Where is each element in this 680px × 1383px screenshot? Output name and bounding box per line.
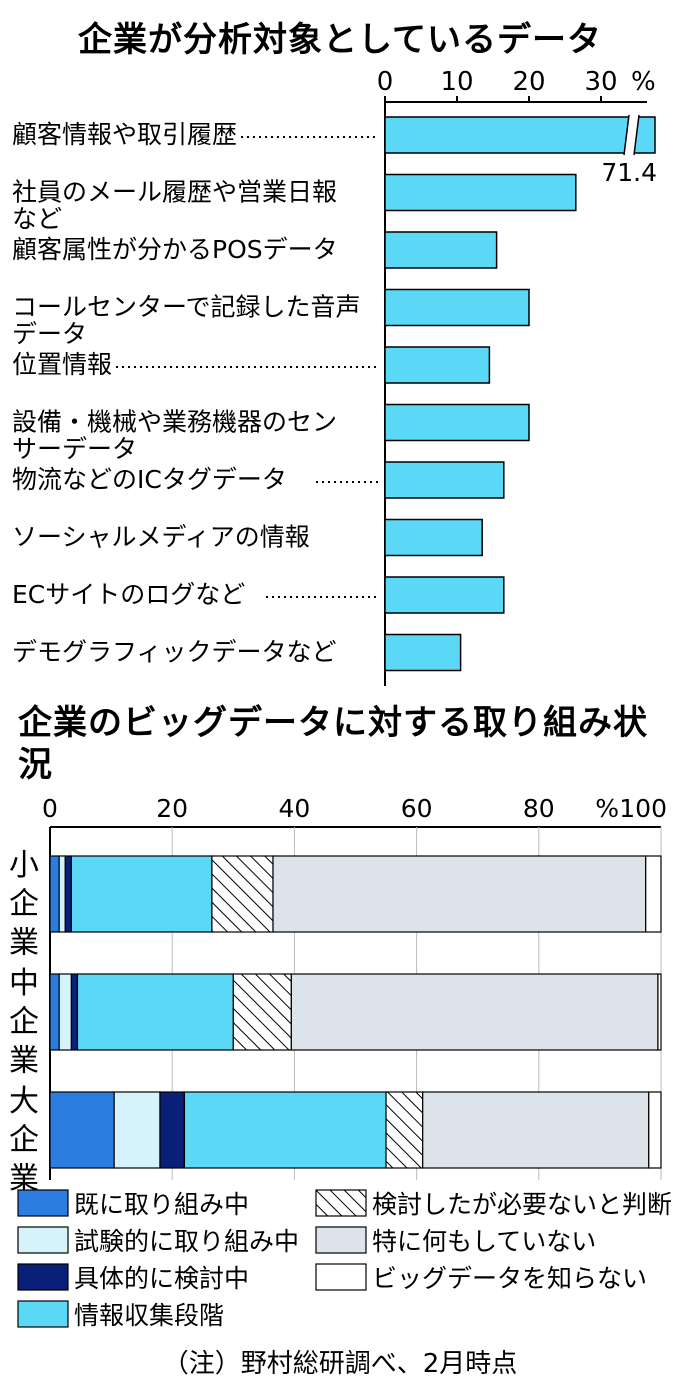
category-label: データ [12,320,87,349]
chart1-plot: 0 10 20 30 % 顧客情報や取引履歴 71.4 社員のメール履歴や営業日報など顧客属性… [12,67,657,686]
stacked-segment [49,1091,115,1169]
legend-swatch [315,1189,367,1217]
stacked-segment [58,855,66,933]
category-label: 物流などのICタグデータ [12,465,287,494]
x-tick-label: 20 [512,67,545,97]
x-tick-label: 30 [584,67,617,97]
category-label-char: 企 [9,887,39,922]
category-label: ECサイトのログなど [12,580,245,609]
category-label: コールセンターで記録した音声 [12,293,361,322]
x-tick-label: 40 [278,794,310,823]
legend-label: 具体的に検討中 [74,1264,249,1293]
legend-swatch [17,1263,69,1291]
x-tick-label: 0 [42,794,58,823]
bar [384,346,491,384]
stacked-segment [70,855,213,933]
category-label: デモグラフィックデータなど [12,638,337,667]
legend-label: ビッグデータを知らない [372,1264,647,1293]
stacked-segment [113,1091,161,1169]
source-note: （注）野村総研調べ、2月時点 [162,1349,518,1379]
stacked-segment [211,855,274,933]
x-unit-label: % [631,67,656,97]
category-label: など [12,205,62,234]
legend-swatch [17,1300,69,1328]
bar [384,173,577,212]
category-label-char: 大 [9,1084,39,1119]
category-label: サーデータ [12,435,137,464]
category-label-char: 業 [9,925,39,960]
bar [384,633,462,672]
stacked-segment [385,1091,424,1169]
category-label-char: 企 [9,1005,39,1040]
legend-swatch [315,1226,367,1254]
stacked-segment [49,855,60,933]
stacked-segment [76,973,234,1051]
category-label: 社員のメール履歴や営業日報 [12,178,337,207]
category-label-char: 中 [9,966,39,1001]
category-label-char: 小 [9,848,39,883]
chart2-title: 企業のビッグデータに対する取り組み状況 [18,703,648,785]
axis-break-line [633,114,640,156]
legend-swatch [315,1263,367,1291]
bar [384,231,498,269]
chart1-title: 企業が分析対象としているデータ [78,20,602,60]
stacked-segment [657,973,662,1051]
x-tick-label: 20 [156,794,188,823]
legend-label: 情報収集段階 [74,1301,224,1330]
category-label: ソーシャルメディアの情報 [12,523,310,552]
legend-swatch [17,1189,69,1217]
stacked-segment [290,973,659,1051]
x-tick-label: 10 [440,67,473,97]
stacked-segment [183,1091,387,1169]
legend-label: 試験的に取り組み中 [74,1227,299,1256]
category-label-char: 業 [9,1043,39,1078]
bar [384,518,483,557]
stacked-segment [272,855,647,933]
bar [384,576,505,614]
bar [384,403,530,442]
bar [384,116,656,154]
category-label: 設備・機械や業務機器のセン [12,408,337,437]
x-tick-label: 60 [401,794,433,823]
x-tick-label: 80 [523,794,555,823]
bar-value-label: 71.4 [601,158,657,187]
x-unit-label: % [595,794,619,823]
stacked-segment [645,855,662,933]
stacked-segment [58,973,72,1051]
legend-label: 特に何もしていない [372,1227,596,1256]
category-label: 顧客情報や取引履歴 [12,120,237,149]
stacked-segment [64,855,72,933]
stacked-segment [49,973,60,1051]
legend-label: 検討したが必要ないと判断 [372,1190,672,1219]
stacked-segment [422,1091,650,1169]
category-label: 位置情報 [12,350,112,379]
stacked-segment [232,973,292,1051]
stacked-segment [648,1091,662,1169]
x-tick-label: 100 [619,794,667,823]
bar [384,288,530,327]
category-label: 顧客属性が分かるPOSデータ [12,235,338,264]
stacked-segment [70,973,79,1051]
category-label-char: 企 [9,1123,39,1158]
legend-label: 既に取り組み中 [74,1190,249,1219]
x-tick-label: 0 [377,67,394,97]
stacked-segment [159,1091,186,1169]
bar [384,461,505,499]
legend-swatch [17,1226,69,1254]
axis-break-line [623,114,630,156]
